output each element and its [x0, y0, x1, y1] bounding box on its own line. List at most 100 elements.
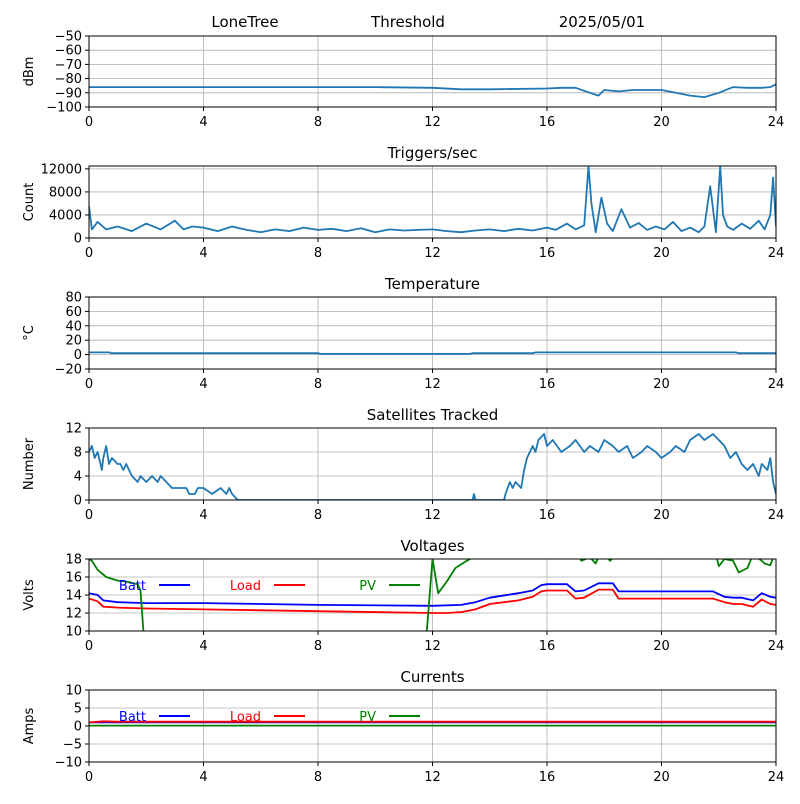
x-tick-label: 16: [539, 246, 556, 261]
x-tick-label: 24: [768, 377, 785, 392]
header-mode: Threshold: [370, 13, 445, 31]
x-tick-label: 8: [314, 246, 322, 261]
x-tick-label: 16: [539, 770, 556, 785]
x-tick-label: 24: [768, 770, 785, 785]
y-tick-label: −50: [55, 30, 82, 45]
x-tick-label: 12: [424, 246, 441, 261]
x-tick-label: 0: [85, 115, 93, 130]
y-axis-label: Amps: [22, 707, 37, 744]
panel-5: 0 4 8 12 16 20 24 18 16 14 12 10 Voltages Volts Batt Lo…: [22, 537, 784, 654]
y-tick-label: −20: [55, 363, 82, 378]
panel-1: 0 4 8 12 16 20 24 −50−60−70−80−90−100 dBm: [22, 30, 784, 131]
x-tick-label: 12: [424, 115, 441, 130]
y-tick-label: 20: [65, 334, 82, 349]
y-tick-label: 80: [65, 291, 82, 306]
series-line-1: [89, 433, 776, 500]
x-tick-label: 8: [314, 377, 322, 392]
x-tick-label: 12: [424, 508, 441, 523]
x-tick-label: 12: [424, 377, 441, 392]
x-tick-label: 0: [85, 377, 93, 392]
x-tick-label: 0: [85, 770, 93, 785]
y-tick-label: −80: [55, 72, 82, 87]
y-tick-label: 12: [65, 607, 82, 622]
x-tick-label: 4: [199, 508, 207, 523]
y-tick-label: −100: [46, 101, 82, 116]
x-tick-label: 16: [539, 377, 556, 392]
legend-label: Batt: [119, 710, 146, 725]
y-tick-label: 8000: [49, 185, 82, 200]
y-tick-label: 4000: [49, 208, 82, 223]
x-tick-label: 0: [85, 639, 93, 654]
x-tick-label: 16: [539, 115, 556, 130]
y-axis-label: dBm: [22, 57, 37, 87]
panel-title: Currents: [400, 668, 464, 686]
x-tick-label: 24: [768, 639, 785, 654]
y-tick-label: 10: [65, 625, 82, 640]
y-tick-label: −5: [63, 738, 82, 753]
y-tick-label: 14: [65, 589, 82, 604]
y-tick-label: 12000: [41, 162, 82, 177]
x-tick-label: 24: [768, 508, 785, 523]
y-tick-label: 8: [74, 446, 82, 461]
header-station: LoneTree: [211, 13, 278, 31]
legend-label: Load: [230, 710, 261, 725]
x-tick-label: 12: [424, 639, 441, 654]
x-tick-label: 4: [199, 115, 207, 130]
x-tick-label: 24: [768, 246, 785, 261]
series-line-1: [89, 83, 776, 98]
y-tick-label: 0: [74, 494, 82, 509]
x-tick-label: 4: [199, 246, 207, 261]
y-axis-label: Volts: [22, 579, 37, 611]
series-line-pv: [89, 559, 774, 631]
x-tick-label: 12: [424, 770, 441, 785]
x-tick-label: 8: [314, 508, 322, 523]
y-tick-label: 0: [74, 720, 82, 735]
y-tick-label: 0: [74, 348, 82, 363]
x-tick-label: 0: [85, 246, 93, 261]
x-tick-label: 20: [653, 115, 670, 130]
y-tick-label: −10: [55, 756, 82, 771]
x-tick-label: 8: [314, 639, 322, 654]
x-tick-label: 16: [539, 508, 556, 523]
y-tick-label: 16: [65, 571, 82, 586]
y-axis-label: Number: [22, 437, 37, 490]
series-line-load: [89, 720, 776, 724]
x-tick-label: 8: [314, 115, 322, 130]
series-line-batt: [89, 582, 776, 607]
y-axis-label: °C: [22, 325, 37, 341]
x-tick-label: 20: [653, 246, 670, 261]
series-line-1: [89, 166, 776, 234]
panel-title: Triggers/sec: [387, 144, 478, 162]
legend-label: PV: [359, 710, 376, 725]
series-line-load: [89, 588, 776, 614]
legend-label: PV: [359, 579, 376, 594]
x-tick-label: 20: [653, 770, 670, 785]
x-tick-label: 4: [199, 639, 207, 654]
legend-label: Batt: [119, 579, 146, 594]
y-tick-label: −60: [55, 44, 82, 59]
y-axis-label: Count: [22, 183, 37, 222]
panel-title: Voltages: [400, 537, 464, 555]
x-tick-label: 20: [653, 639, 670, 654]
panel-title: Temperature: [384, 275, 480, 293]
y-tick-label: −70: [55, 58, 82, 73]
x-tick-label: 20: [653, 377, 670, 392]
x-tick-label: 20: [653, 508, 670, 523]
panel-6: 0 4 8 12 16 20 24 10 5 0 −5 −10 Currents Amps Batt Load…: [22, 668, 784, 785]
x-tick-label: 16: [539, 639, 556, 654]
y-tick-label: 40: [65, 319, 82, 334]
y-tick-label: 0: [74, 232, 82, 247]
y-tick-label: 10: [65, 684, 82, 699]
x-tick-label: 4: [199, 377, 207, 392]
header-date: 2025/05/01: [559, 13, 645, 31]
y-tick-label: 12: [65, 422, 82, 437]
x-tick-label: 8: [314, 770, 322, 785]
x-tick-label: 0: [85, 508, 93, 523]
x-tick-label: 4: [199, 770, 207, 785]
y-tick-label: 60: [65, 305, 82, 320]
y-tick-label: 5: [74, 702, 82, 717]
panel-title: Satellites Tracked: [367, 406, 498, 424]
